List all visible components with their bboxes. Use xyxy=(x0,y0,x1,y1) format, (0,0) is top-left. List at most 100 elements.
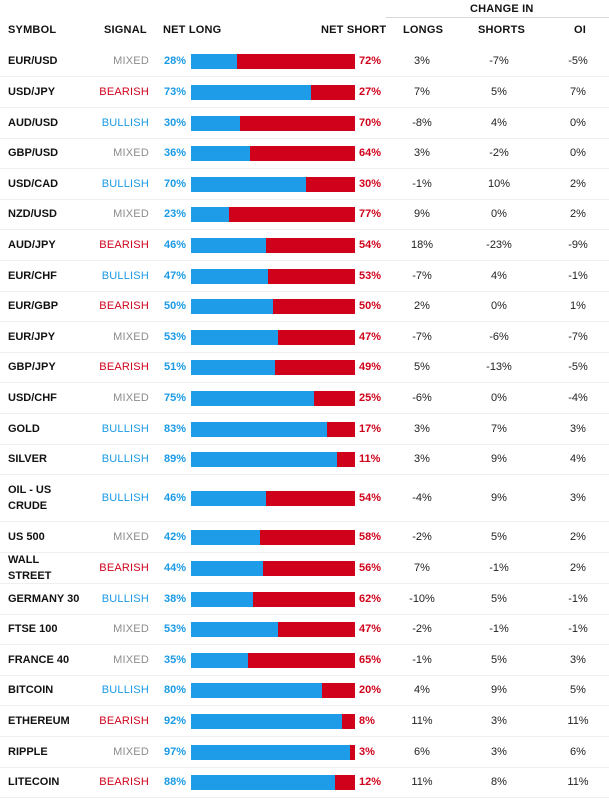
longs-change-value: 4% xyxy=(414,684,430,696)
oi-change-value: 2% xyxy=(570,531,586,543)
table-row[interactable]: AUD/JPY BEARISH 46% 54% 18% -23% -9% xyxy=(0,230,609,260)
table-row[interactable]: USD/JPY BEARISH 73% 27% 7% 5% 7% xyxy=(0,77,609,107)
longs-change-value: 11% xyxy=(411,715,433,727)
net-long-bar xyxy=(191,682,322,698)
sentiment-bar xyxy=(191,774,355,790)
net-long-bar xyxy=(191,329,278,345)
shorts-change-value: -1% xyxy=(489,562,509,574)
sentiment-bar xyxy=(191,652,355,668)
table-row[interactable]: RIPPLE MIXED 97% 3% 6% 3% 6% xyxy=(0,737,609,767)
symbol-link[interactable]: WALL STREET xyxy=(8,554,52,582)
net-long-bar xyxy=(191,652,248,668)
table-row[interactable]: EUR/USD MIXED 28% 72% 3% -7% -5% xyxy=(0,46,609,76)
signal-label: BULLISH xyxy=(101,270,149,282)
symbol-link[interactable]: AUD/JPY xyxy=(8,239,56,251)
symbol-link[interactable]: US 500 xyxy=(8,531,45,543)
table-row[interactable]: AUD/USD BULLISH 30% 70% -8% 4% 0% xyxy=(0,108,609,138)
row-divider xyxy=(0,614,609,615)
oi-change-value: -1% xyxy=(568,593,588,605)
longs-change-value: 9% xyxy=(414,208,430,220)
table-row[interactable]: US 500 MIXED 42% 58% -2% 5% 2% xyxy=(0,522,609,552)
sentiment-bar xyxy=(191,237,355,253)
symbol-link[interactable]: SILVER xyxy=(8,453,47,465)
row-divider xyxy=(0,107,609,108)
symbol-link[interactable]: USD/JPY xyxy=(8,86,56,98)
sentiment-bar xyxy=(191,421,355,437)
symbol-link[interactable]: GBP/USD xyxy=(8,147,59,159)
signal-label: BULLISH xyxy=(101,492,149,504)
table-row[interactable]: SILVER BULLISH 89% 11% 3% 9% 4% xyxy=(0,444,609,474)
symbol-link[interactable]: EUR/GBP xyxy=(8,300,59,312)
row-divider xyxy=(0,291,609,292)
net-short-value: 54% xyxy=(359,492,382,504)
symbol-link[interactable]: FTSE 100 xyxy=(8,623,58,635)
symbol-link[interactable]: GERMANY 30 xyxy=(8,593,80,605)
longs-change-value: -10% xyxy=(409,593,435,605)
net-short-bar xyxy=(278,329,355,345)
net-short-value: 20% xyxy=(359,684,382,696)
header-change-in: CHANGE IN xyxy=(470,3,534,15)
net-short-bar xyxy=(342,713,355,729)
symbol-link[interactable]: NZD/USD xyxy=(8,208,57,220)
table-row[interactable]: USD/CHF MIXED 75% 25% -6% 0% -4% xyxy=(0,383,609,413)
shorts-change-value: 8% xyxy=(491,776,507,788)
symbol-link[interactable]: USD/CHF xyxy=(8,392,57,404)
signal-label: MIXED xyxy=(113,55,149,67)
table-row[interactable]: BITCOIN BULLISH 80% 20% 4% 9% 5% xyxy=(0,675,609,705)
table-row[interactable]: USD/CAD BULLISH 70% 30% -1% 10% 2% xyxy=(0,169,609,199)
net-long-value: 97% xyxy=(163,746,186,758)
net-short-bar xyxy=(268,268,355,284)
table-row[interactable]: EUR/JPY MIXED 53% 47% -7% -6% -7% xyxy=(0,322,609,352)
table-row[interactable]: ETHEREUM BEARISH 92% 8% 11% 3% 11% xyxy=(0,706,609,736)
symbol-link[interactable]: USD/CAD xyxy=(8,178,59,190)
table-row[interactable]: NZD/USD MIXED 23% 77% 9% 0% 2% xyxy=(0,199,609,229)
table-row[interactable]: GBP/USD MIXED 36% 64% 3% -2% 0% xyxy=(0,138,609,168)
table-row[interactable]: FTSE 100 MIXED 53% 47% -2% -1% -1% xyxy=(0,614,609,644)
table-row[interactable]: GBP/JPY BEARISH 51% 49% 5% -13% -5% xyxy=(0,352,609,382)
symbol-link[interactable]: EUR/CHF xyxy=(8,270,57,282)
oi-change-value: -4% xyxy=(568,392,588,404)
net-long-bar xyxy=(191,145,250,161)
symbol-link[interactable]: AUD/USD xyxy=(8,117,59,129)
symbol-link[interactable]: RIPPLE xyxy=(8,746,48,758)
symbol-link[interactable]: GBP/JPY xyxy=(8,361,56,373)
table-row[interactable]: EUR/GBP BEARISH 50% 50% 2% 0% 1% xyxy=(0,291,609,321)
symbol-link[interactable]: EUR/JPY xyxy=(8,331,56,343)
row-divider xyxy=(0,229,609,230)
net-short-value: 62% xyxy=(359,593,382,605)
symbol-link[interactable]: ETHEREUM xyxy=(8,715,70,727)
shorts-change-value: 0% xyxy=(491,208,507,220)
net-long-value: 75% xyxy=(163,392,186,404)
sentiment-bar xyxy=(191,713,355,729)
shorts-change-value: 9% xyxy=(491,453,507,465)
table-row[interactable]: GOLD BULLISH 83% 17% 3% 7% 3% xyxy=(0,414,609,444)
net-short-value: 72% xyxy=(359,55,382,67)
symbol-link[interactable]: LITECOIN xyxy=(8,776,60,788)
net-short-bar xyxy=(250,145,355,161)
net-short-value: 17% xyxy=(359,423,382,435)
row-divider xyxy=(0,382,609,383)
oi-change-value: 6% xyxy=(570,746,586,758)
symbol-link[interactable]: OIL - US CRUDE xyxy=(8,484,52,512)
symbol-link[interactable]: FRANCE 40 xyxy=(8,654,70,666)
sentiment-bar xyxy=(191,176,355,192)
row-divider xyxy=(0,644,609,645)
shorts-change-value: 5% xyxy=(491,531,507,543)
net-long-bar xyxy=(191,115,240,131)
table-row[interactable]: LITECOIN BEARISH 88% 12% 11% 8% 11% xyxy=(0,767,609,797)
table-row[interactable]: WALL STREET BEARISH 44% 56% 7% -1% 2% xyxy=(0,553,609,583)
net-long-bar xyxy=(191,268,268,284)
change-in-divider xyxy=(386,17,609,18)
shorts-change-value: -23% xyxy=(486,239,512,251)
header-net-short: NET SHORT xyxy=(321,24,387,36)
table-row[interactable]: EUR/CHF BULLISH 47% 53% -7% 4% -1% xyxy=(0,261,609,291)
net-long-bar xyxy=(191,560,263,576)
symbol-link[interactable]: EUR/USD xyxy=(8,55,58,67)
table-row[interactable]: OIL - US CRUDE BULLISH 46% 54% -4% 9% 3% xyxy=(0,475,609,521)
net-short-bar xyxy=(306,176,355,192)
table-row[interactable]: FRANCE 40 MIXED 35% 65% -1% 5% 3% xyxy=(0,645,609,675)
symbol-link[interactable]: GOLD xyxy=(8,423,40,435)
net-long-value: 36% xyxy=(163,147,186,159)
symbol-link[interactable]: BITCOIN xyxy=(8,684,54,696)
table-row[interactable]: GERMANY 30 BULLISH 38% 62% -10% 5% -1% xyxy=(0,584,609,614)
